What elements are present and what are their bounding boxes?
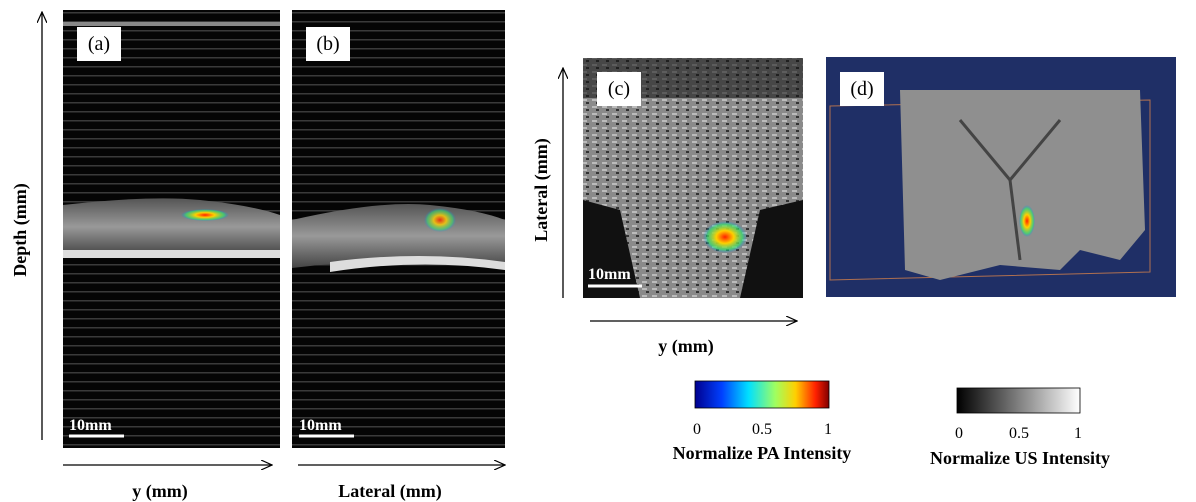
- scale-bar-label: 10mm: [69, 417, 112, 434]
- panel-label: (c): [608, 78, 630, 100]
- colorbar-tick: 1: [824, 421, 832, 438]
- panel-label: (d): [850, 78, 873, 100]
- colorbar-tick: 0.5: [1009, 425, 1029, 442]
- axis-label: Lateral (mm): [531, 138, 552, 241]
- colorbar-pa: 0 0.5 1 Normalize PA Intensity: [673, 381, 852, 463]
- scale-bar-label: 10mm: [299, 417, 342, 434]
- panel-b: (b) 10mm: [292, 10, 505, 448]
- colorbar-us: 0 0.5 1 Normalize US Intensity: [930, 388, 1110, 468]
- colorbar-title: Normalize US Intensity: [930, 448, 1110, 468]
- axis-label: y (mm): [132, 481, 187, 502]
- colorbar-title: Normalize PA Intensity: [673, 443, 852, 463]
- panel-d: (d): [826, 57, 1176, 297]
- axis-label: y (mm): [658, 336, 713, 357]
- panel-label: (a): [88, 33, 110, 55]
- figure: (a) 10mm (b) 10mm (c) 10mm (d) D: [0, 0, 1196, 502]
- axis-label: Depth (mm): [10, 183, 31, 276]
- colorbar-tick: 1: [1074, 425, 1082, 442]
- scale-bar-label: 10mm: [588, 266, 631, 283]
- colorbar-tick: 0.5: [752, 421, 772, 438]
- panel-label: (b): [316, 33, 339, 55]
- panel-a: (a) 10mm: [63, 10, 280, 448]
- colorbar-tick: 0: [693, 421, 701, 438]
- panel-c: (c) 10mm: [583, 58, 803, 298]
- axis-label: Lateral (mm): [338, 481, 441, 502]
- colorbar-tick: 0: [955, 425, 963, 442]
